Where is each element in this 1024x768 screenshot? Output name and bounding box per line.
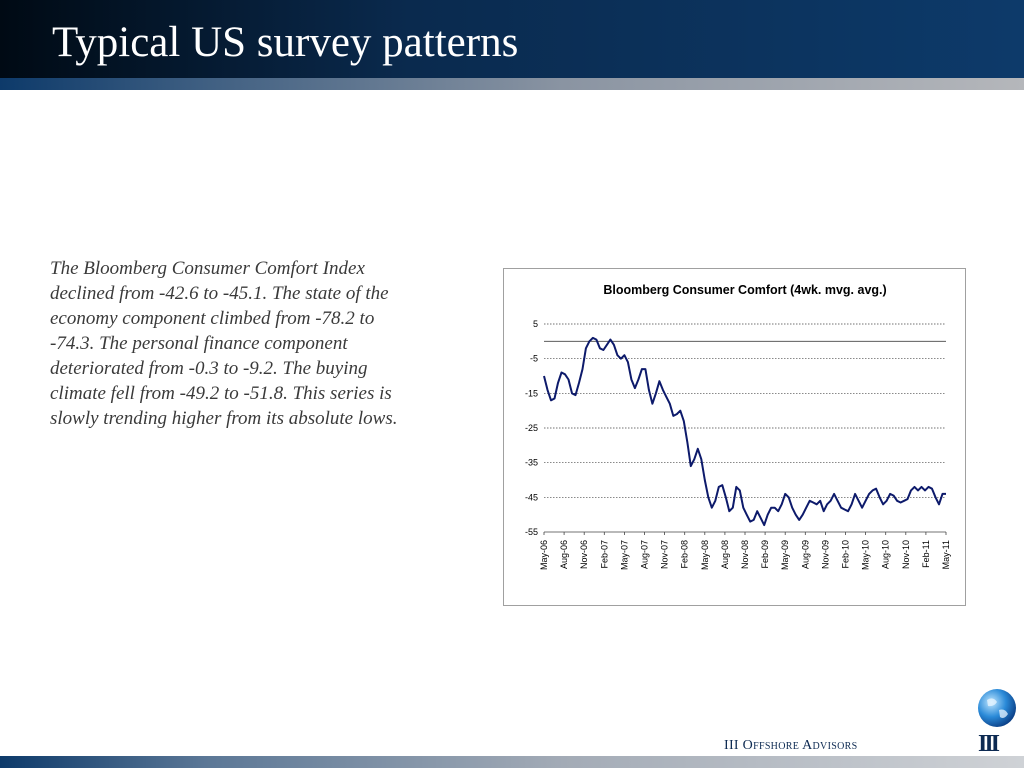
x-tick-label: Nov-08	[740, 540, 750, 569]
x-tick-label: Feb-09	[760, 540, 770, 569]
x-tick-label: Feb-07	[599, 540, 609, 569]
x-tick-label: May-07	[619, 540, 629, 570]
slide-title: Typical US survey patterns	[52, 19, 519, 66]
footer-mark: III	[978, 731, 1000, 757]
x-tick-label: Aug-06	[559, 540, 569, 569]
x-tick-label: Feb-11	[921, 540, 931, 568]
line-chart: Bloomberg Consumer Comfort (4wk. mvg. av…	[525, 283, 951, 570]
header-stripe	[0, 78, 1024, 90]
x-tick-label: May-10	[861, 540, 871, 570]
chart-container: Bloomberg Consumer Comfort (4wk. mvg. av…	[503, 268, 966, 606]
y-tick-label: -35	[525, 458, 538, 468]
y-tick-label: -15	[525, 388, 538, 398]
y-tick-label: -5	[530, 354, 538, 364]
chart-title: Bloomberg Consumer Comfort (4wk. mvg. av…	[603, 283, 886, 297]
x-tick-label: Nov-07	[660, 540, 670, 569]
footer-logo: III Offshore Advisors	[724, 738, 858, 753]
x-tick-label: May-08	[700, 540, 710, 570]
x-tick-label: Nov-09	[820, 540, 830, 569]
x-tick-label: Feb-10	[841, 540, 851, 569]
body-paragraph: The Bloomberg Consumer Comfort Index dec…	[50, 258, 398, 429]
y-tick-label: -45	[525, 492, 538, 502]
x-tick-label: May-06	[539, 540, 549, 570]
footer-stripe	[0, 756, 1024, 768]
x-tick-label: Feb-08	[680, 540, 690, 569]
globe-icon	[977, 688, 1017, 728]
y-tick-label: -25	[525, 423, 538, 433]
x-tick-label: Nov-06	[579, 540, 589, 569]
x-tick-label: Aug-07	[640, 540, 650, 569]
x-tick-label: Nov-10	[901, 540, 911, 569]
x-tick-label: May-09	[780, 540, 790, 570]
series-line	[543, 336, 946, 527]
x-tick-label: Aug-08	[720, 540, 730, 569]
y-tick-label: -55	[525, 527, 538, 537]
x-tick-label: Aug-10	[881, 540, 891, 569]
x-tick-label: Aug-09	[800, 540, 810, 569]
title-bar: Typical US survey patterns	[0, 0, 1024, 78]
x-tick-label: May-11	[941, 540, 951, 569]
y-tick-label: 5	[533, 319, 538, 329]
